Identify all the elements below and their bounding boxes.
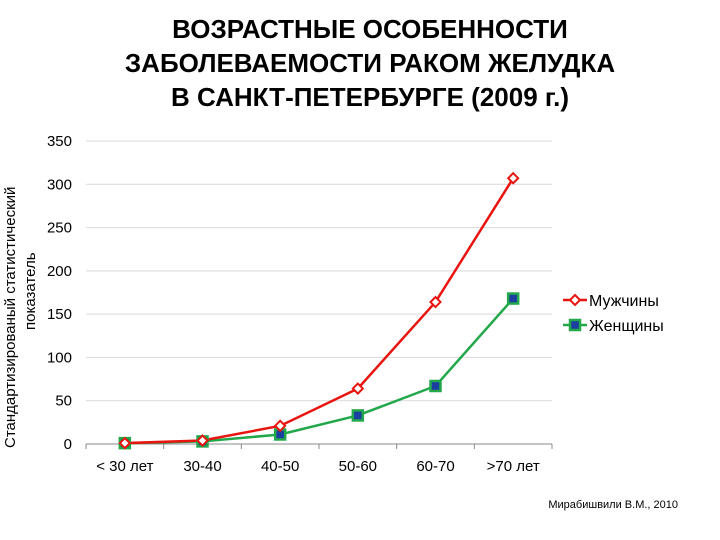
x-tick-label-0: < 30 лет (96, 458, 153, 475)
title-line-1: ВОЗРАСТНЫЕ ОСОБЕННОСТИ (172, 14, 568, 44)
legend-label-1: Женщины (589, 318, 664, 335)
y-tick-label-150: 150 (47, 306, 72, 323)
data-point-s1-4 (429, 379, 442, 393)
legend-marker-1 (568, 318, 582, 332)
y-tick-label-300: 300 (47, 176, 72, 193)
legend-marker-0 (568, 293, 582, 307)
y-tick-label-0: 0 (64, 436, 72, 453)
y-tick-label-250: 250 (47, 220, 72, 237)
y-tick-label-350: 350 (47, 133, 72, 150)
series-line-1 (124, 297, 515, 445)
x-tick-label-4: 60-70 (416, 458, 454, 475)
data-point-s0-0 (118, 436, 132, 450)
data-point-s0-4 (429, 295, 442, 309)
data-point-s0-1 (196, 434, 209, 447)
x-tick-label-3: 50-60 (339, 458, 377, 475)
y-tick-label-100: 100 (47, 349, 72, 366)
data-point-s0-5 (506, 171, 520, 185)
x-tick-label-2: 40-50 (261, 458, 299, 475)
title-line-3: В САНКТ-ПЕТЕРБУРГЕ (2009 г.) (170, 82, 570, 112)
legend-label-0: Мужчины (589, 293, 659, 310)
y-tick-label-50: 50 (55, 393, 72, 410)
data-point-s0-3 (351, 382, 365, 396)
data-point-s0-2 (273, 419, 287, 433)
credit-text: Мирабишвили В.М., 2010 (548, 499, 678, 511)
y-tick-label-200: 200 (47, 263, 72, 280)
x-tick-label-5: >70 лет (487, 458, 540, 475)
x-tick-label-1: 30-40 (183, 458, 221, 475)
title-line-2: ЗАБОЛЕВАЕМОСТИ РАКОМ ЖЕЛУДКА (124, 48, 616, 78)
data-point-s1-5 (506, 292, 520, 305)
series-line-0 (124, 177, 515, 445)
data-point-s1-3 (351, 409, 365, 422)
chart-title: ВОЗРАСТНЫЕ ОСОБЕННОСТИ ЗАБОЛЕВАЕМОСТИ РА… (60, 12, 680, 114)
